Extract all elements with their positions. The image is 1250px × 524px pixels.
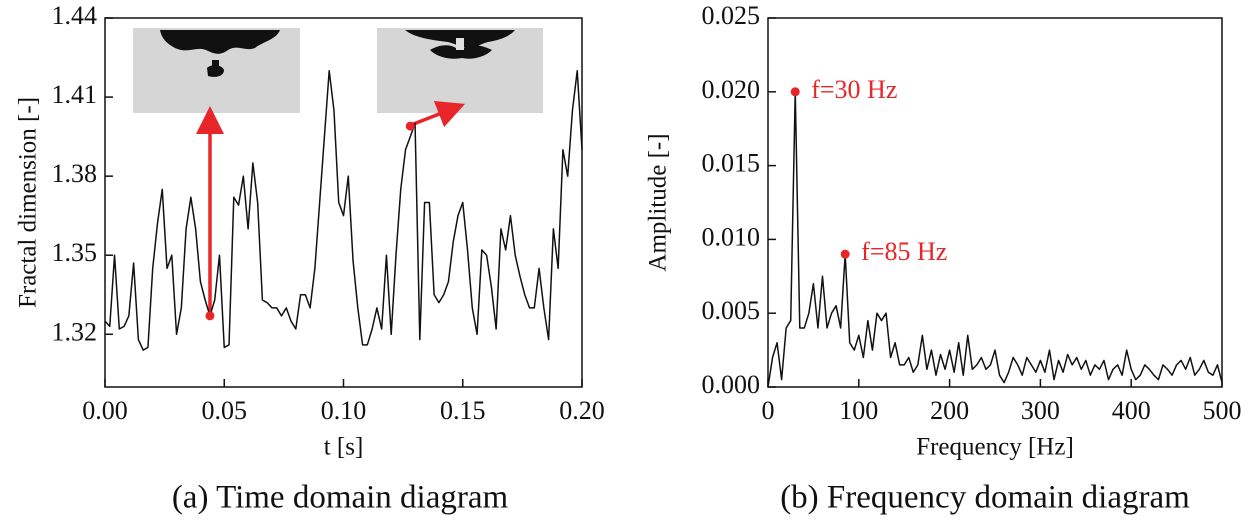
peak-point: [840, 249, 850, 259]
x-tick-label: 0.10: [321, 396, 367, 425]
x-tick-label: 0.15: [440, 396, 486, 425]
x-tick-label: 200: [930, 396, 969, 425]
x-tick-label: 100: [839, 396, 878, 425]
peak-label: f=85 Hz: [861, 237, 947, 266]
y-tick-label: 1.44: [52, 1, 98, 30]
x-axis-label: t [s]: [324, 434, 364, 461]
y-tick-label: 1.32: [52, 317, 98, 346]
peak-label: f=30 Hz: [811, 75, 897, 104]
x-tick-label: 0.20: [559, 396, 605, 425]
caption: (b) Frequency domain diagram: [780, 480, 1190, 516]
y-tick-label: 0.025: [702, 1, 761, 30]
x-axis-label: Frequency [Hz]: [916, 434, 1074, 461]
x-tick-label: 0.05: [202, 396, 248, 425]
data-line: [767, 91, 1223, 388]
x-tick-label: 500: [1203, 396, 1242, 425]
x-tick-label: 300: [1021, 396, 1060, 425]
inset-right: [377, 28, 543, 113]
highlight-point: [205, 311, 215, 321]
y-axis-label: Fractal dimension [-]: [15, 97, 42, 308]
inset-left: [133, 28, 300, 113]
peak-point: [790, 87, 800, 97]
y-tick-label: 1.35: [52, 238, 98, 267]
y-tick-label: 0.020: [702, 75, 761, 104]
x-tick-label: 0: [762, 396, 775, 425]
highlight-point: [405, 121, 415, 131]
plot-frame: [767, 17, 1223, 388]
y-tick-label: 0.010: [702, 222, 761, 251]
y-tick-label: 1.41: [52, 80, 98, 109]
y-tick-label: 0.000: [702, 370, 761, 399]
arrow: [410, 101, 466, 128]
y-tick-label: 0.015: [702, 149, 761, 178]
caption: (a) Time domain diagram: [172, 480, 509, 516]
x-tick-label: 0.00: [82, 396, 128, 425]
y-axis-label: Amplitude [-]: [645, 133, 672, 271]
y-tick-label: 0.005: [702, 296, 761, 325]
x-tick-label: 400: [1112, 396, 1151, 425]
data-line: [104, 69, 583, 351]
y-tick-label: 1.38: [52, 159, 98, 188]
